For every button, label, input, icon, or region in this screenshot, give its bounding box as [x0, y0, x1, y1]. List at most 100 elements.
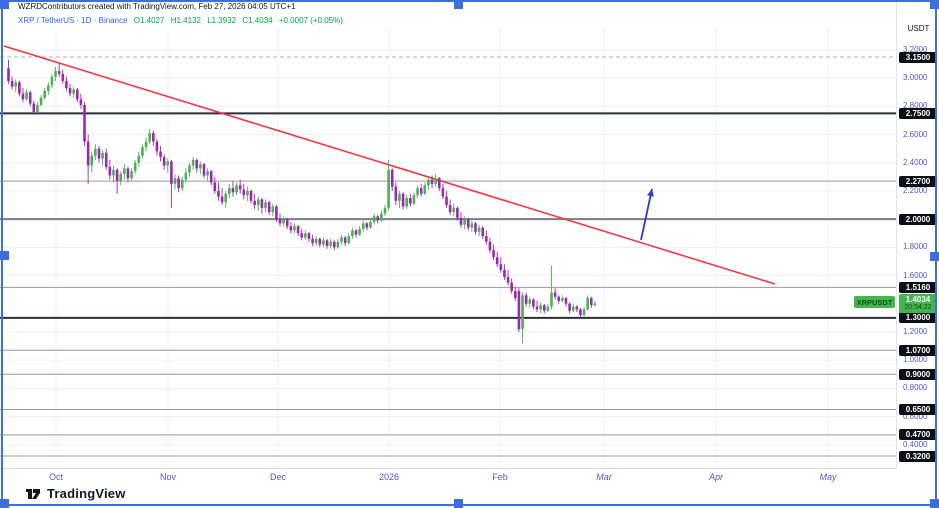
candle-down [289, 226, 293, 231]
candle-up [25, 92, 28, 100]
selection-handle-top-right[interactable] [930, 0, 939, 9]
candle-down [267, 202, 271, 213]
candle-up [550, 292, 553, 307]
candle-down [238, 185, 242, 190]
candle-up [329, 241, 332, 246]
tradingview-logo-text: TradingView [47, 485, 126, 501]
attribution-text: WZRDContributors created with TradingVie… [18, 2, 296, 11]
candle-up [380, 213, 383, 221]
selection-handle-bottom-left[interactable] [0, 499, 9, 508]
candle-down [343, 237, 347, 244]
price-tick-label: 0.4000 [903, 439, 928, 449]
candle-down [275, 206, 278, 220]
candle-up [546, 306, 550, 311]
candle-up [304, 233, 307, 238]
selection-handle-bottom-right[interactable] [930, 499, 939, 508]
time-axis-label: Feb [492, 472, 508, 482]
candle-up [180, 179, 184, 189]
price-tick-label: 0.6000 [903, 411, 928, 421]
candle-up [166, 161, 170, 166]
selection-handle-mid-left[interactable] [0, 251, 9, 260]
candle-down [325, 240, 329, 246]
candle-down [553, 292, 557, 297]
time-axis-label: Mar [596, 472, 612, 482]
time-axis[interactable]: Oct Nov Dec 2026 Feb Mar Apr May [0, 468, 896, 485]
candle-down [278, 219, 282, 224]
candle-up [206, 171, 209, 176]
candle-down [485, 236, 488, 242]
candle-up [119, 174, 123, 182]
price-level-badge: 0.9000 [899, 368, 937, 380]
candle-up [133, 162, 137, 172]
price-level-badge: 0.4700 [899, 429, 937, 441]
chart-header: WZRDContributors created with TradingVie… [18, 2, 343, 25]
candle-down [481, 227, 485, 237]
price-axis[interactable]: USDT 1.4034 20:54:22 3.2000 3.0000 2.8000 2… [896, 0, 939, 468]
candle-down [492, 250, 495, 258]
candle-down [115, 169, 119, 182]
candle-down [506, 276, 510, 283]
selection-handle-mid-right[interactable] [930, 252, 939, 261]
price-level-badge: 2.2700 [899, 175, 937, 187]
candle-up [43, 90, 46, 98]
candle-up [235, 185, 238, 193]
price-tick-label: 2.4000 [903, 157, 928, 167]
candle-down [459, 217, 463, 225]
candle-up [50, 76, 54, 86]
candle-down [32, 103, 36, 112]
axis-currency-label: USDT [907, 24, 930, 33]
candle-down [419, 188, 423, 194]
candle-down [10, 80, 14, 87]
candle-down [557, 296, 561, 301]
candle-up [351, 230, 354, 237]
candle-down [495, 257, 499, 265]
candle-down [285, 219, 289, 227]
symbol-title[interactable]: XRP / TetherUS · 1D · Binance [18, 16, 128, 25]
tradingview-logo[interactable]: TradingView [25, 485, 126, 501]
candle-up [416, 188, 419, 196]
candle-up [405, 198, 408, 207]
candle-up [144, 141, 148, 148]
candle-down [499, 264, 503, 270]
candle-up [36, 104, 39, 112]
candle-up [358, 229, 361, 235]
candle-down [104, 152, 108, 167]
selection-border-bottom [0, 504, 939, 506]
candle-down [517, 291, 521, 330]
candle-up [137, 155, 141, 163]
candle-up [141, 147, 144, 156]
symbol-info-bar[interactable]: XRP / TetherUS · 1D · Binance O1.4027 H1… [18, 16, 343, 25]
candle-up [148, 133, 151, 142]
candle-up [387, 169, 390, 208]
candle-up [123, 168, 126, 175]
candle-up [199, 164, 202, 169]
selection-handle-bottom-center[interactable] [454, 499, 463, 508]
candle-down [568, 303, 571, 311]
candle-down [159, 151, 162, 158]
price-level-badge: 1.5160 [899, 281, 937, 293]
candle-up [423, 185, 427, 194]
selection-handle-top-center[interactable] [454, 0, 463, 9]
candle-down [318, 238, 322, 245]
current-price-value: 1.4034 [905, 295, 931, 305]
candle-up [470, 223, 474, 228]
price-level-badge: 0.3200 [899, 450, 937, 462]
candle-down [97, 148, 101, 159]
ohlc-change: +0.0007 (+0.05%) [278, 16, 343, 25]
candle-down [535, 306, 539, 310]
candle-down [213, 182, 217, 191]
candle-up [340, 237, 343, 242]
price-level-badge: 2.7500 [899, 107, 937, 119]
candle-up [54, 71, 57, 77]
ohlc-close: C1.4034 [242, 16, 273, 25]
candle-down [456, 207, 459, 218]
candle-up [322, 240, 325, 245]
bar-countdown-timer: 20:54:22 [904, 304, 932, 312]
candle-down [253, 200, 256, 206]
selection-handle-top-left[interactable] [0, 0, 9, 9]
candle-down [108, 166, 112, 176]
candle-down [209, 171, 213, 183]
candle-down [300, 233, 304, 238]
candle-down [394, 186, 398, 201]
